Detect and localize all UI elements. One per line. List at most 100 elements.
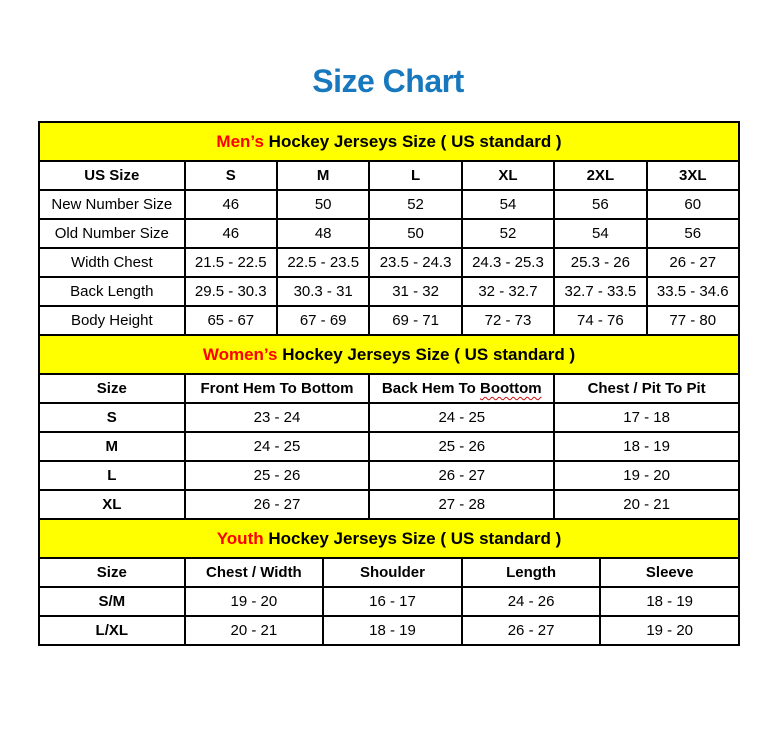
cell-value: 29.5 - 30.3 bbox=[183, 276, 278, 307]
band-title-text: Hockey Jerseys Size ( US standard ) bbox=[277, 344, 576, 364]
row-label: L bbox=[38, 460, 186, 491]
cell-value: 23.5 - 24.3 bbox=[368, 247, 463, 278]
mens-size-table: Men’s Hockey Jerseys Size ( US standard … bbox=[38, 121, 741, 336]
section-band: Youth Hockey Jerseys Size ( US standard … bbox=[38, 518, 740, 559]
womens-size-table: Women’s Hockey Jerseys Size ( US standar… bbox=[38, 334, 740, 520]
column-header: Length bbox=[460, 557, 602, 588]
cell-value: 52 bbox=[460, 218, 556, 249]
section-band-title: Women’s Hockey Jerseys Size ( US standar… bbox=[38, 334, 740, 375]
cell-value: 69 - 71 bbox=[368, 305, 463, 336]
row-label: S/M bbox=[38, 586, 186, 617]
womens-table-head: Women’s Hockey Jerseys Size ( US standar… bbox=[38, 334, 740, 404]
womens-table-body: S 23 - 24 24 - 25 17 - 18 M 24 - 25 25 - 26 18 … bbox=[38, 402, 740, 520]
cell-value: 74 - 76 bbox=[553, 305, 648, 336]
cell-value: 24 - 26 bbox=[460, 586, 602, 617]
table-row: XL 26 - 27 27 - 28 20 - 21 bbox=[38, 489, 740, 520]
section-band: Women’s Hockey Jerseys Size ( US standar… bbox=[38, 334, 740, 375]
cell-value: 77 - 80 bbox=[645, 305, 741, 336]
cell-value: 27 - 28 bbox=[368, 489, 556, 520]
column-header: 2XL bbox=[553, 160, 648, 191]
cell-value: 21.5 - 22.5 bbox=[183, 247, 278, 278]
column-header: Shoulder bbox=[322, 557, 463, 588]
band-highlight-word: Youth bbox=[216, 528, 264, 548]
cell-value: 56 bbox=[645, 218, 741, 249]
cell-value: 67 - 69 bbox=[275, 305, 371, 336]
row-label: Back Length bbox=[38, 276, 186, 307]
cell-value: 20 - 21 bbox=[183, 615, 325, 646]
cell-value: 65 - 67 bbox=[183, 305, 278, 336]
cell-value: 16 - 17 bbox=[322, 586, 463, 617]
cell-value: 31 - 32 bbox=[368, 276, 463, 307]
row-label: Old Number Size bbox=[38, 218, 186, 249]
cell-value: 24.3 - 25.3 bbox=[460, 247, 556, 278]
cell-value: 33.5 - 34.6 bbox=[645, 276, 741, 307]
cell-value: 72 - 73 bbox=[460, 305, 556, 336]
row-label: Body Height bbox=[38, 305, 186, 336]
cell-value: 50 bbox=[368, 218, 463, 249]
table-row: New Number Size 46 50 52 54 56 60 bbox=[38, 189, 741, 220]
youth-table-body: S/M 19 - 20 16 - 17 24 - 26 18 - 19 L/XL 20 - … bbox=[38, 586, 740, 646]
cell-value: 24 - 25 bbox=[368, 402, 556, 433]
cell-value: 20 - 21 bbox=[553, 489, 740, 520]
table-row: L 25 - 26 26 - 27 19 - 20 bbox=[38, 460, 740, 491]
cell-value: 32.7 - 33.5 bbox=[553, 276, 648, 307]
band-title-text: Hockey Jerseys Size ( US standard ) bbox=[263, 528, 562, 548]
cell-value: 25 - 26 bbox=[368, 431, 556, 462]
column-header: Front Hem To Bottom bbox=[183, 373, 371, 404]
row-label: New Number Size bbox=[38, 189, 186, 220]
row-label: Width Chest bbox=[38, 247, 186, 278]
section-band-title: Youth Hockey Jerseys Size ( US standard … bbox=[38, 518, 740, 559]
cell-value: 18 - 19 bbox=[322, 615, 463, 646]
band-title-text: Hockey Jerseys Size ( US standard ) bbox=[263, 131, 562, 151]
cell-value: 54 bbox=[553, 218, 648, 249]
cell-value: 23 - 24 bbox=[183, 402, 371, 433]
cell-value: 50 bbox=[275, 189, 371, 220]
column-header: Size bbox=[38, 373, 186, 404]
cell-value: 19 - 20 bbox=[183, 586, 325, 617]
column-header-row: US Size S M L XL 2XL 3XL bbox=[38, 160, 741, 191]
column-header: Size bbox=[38, 557, 186, 588]
cell-value: 56 bbox=[553, 189, 648, 220]
table-row: L/XL 20 - 21 18 - 19 26 - 27 19 - 20 bbox=[38, 615, 740, 646]
cell-value: 46 bbox=[183, 218, 278, 249]
table-row: Body Height 65 - 67 67 - 69 69 - 71 72 - 73 7… bbox=[38, 305, 741, 336]
column-header: US Size bbox=[38, 160, 186, 191]
column-header-row: Size Front Hem To Bottom Back Hem To Boott… bbox=[38, 373, 740, 404]
row-label: XL bbox=[38, 489, 186, 520]
table-row: S 23 - 24 24 - 25 17 - 18 bbox=[38, 402, 740, 433]
section-band: Men’s Hockey Jerseys Size ( US standard … bbox=[38, 121, 740, 162]
cell-value: 25 - 26 bbox=[183, 460, 371, 491]
row-label: M bbox=[38, 431, 186, 462]
cell-value: 18 - 19 bbox=[599, 586, 740, 617]
table-row: M 24 - 25 25 - 26 18 - 19 bbox=[38, 431, 740, 462]
column-header: Chest / Width bbox=[183, 557, 325, 588]
cell-value: 26 - 27 bbox=[183, 489, 371, 520]
cell-value: 25.3 - 26 bbox=[553, 247, 648, 278]
column-header: 3XL bbox=[645, 160, 741, 191]
youth-size-table: Youth Hockey Jerseys Size ( US standard … bbox=[38, 518, 740, 646]
section-band-title: Men’s Hockey Jerseys Size ( US standard … bbox=[38, 121, 740, 162]
cell-value: 26 - 27 bbox=[645, 247, 741, 278]
cell-value: 48 bbox=[275, 218, 371, 249]
row-label: S bbox=[38, 402, 186, 433]
cell-value: 19 - 20 bbox=[553, 460, 740, 491]
table-row: Back Length 29.5 - 30.3 30.3 - 31 31 - 32 32… bbox=[38, 276, 741, 307]
youth-table-head: Youth Hockey Jerseys Size ( US standard … bbox=[38, 518, 740, 588]
table-row: S/M 19 - 20 16 - 17 24 - 26 18 - 19 bbox=[38, 586, 740, 617]
size-chart: Men’s Hockey Jerseys Size ( US standard … bbox=[38, 121, 741, 646]
band-highlight-word: Men’s bbox=[216, 131, 264, 151]
cell-value: 17 - 18 bbox=[553, 402, 740, 433]
row-label: L/XL bbox=[38, 615, 186, 646]
mens-table-body: New Number Size 46 50 52 54 56 60 Old Number Si… bbox=[38, 189, 741, 336]
cell-value: 46 bbox=[183, 189, 278, 220]
cell-value: 26 - 27 bbox=[368, 460, 556, 491]
cell-value: 30.3 - 31 bbox=[275, 276, 371, 307]
cell-value: 60 bbox=[645, 189, 741, 220]
column-header-row: Size Chest / Width Shoulder Length Sleeve bbox=[38, 557, 740, 588]
column-header: S bbox=[183, 160, 278, 191]
misspelled-word: Boottom bbox=[480, 380, 542, 397]
cell-value: 32 - 32.7 bbox=[460, 276, 556, 307]
cell-value: 54 bbox=[460, 189, 556, 220]
column-header: Back Hem To Boottom bbox=[368, 373, 556, 404]
column-header: Chest / Pit To Pit bbox=[553, 373, 740, 404]
